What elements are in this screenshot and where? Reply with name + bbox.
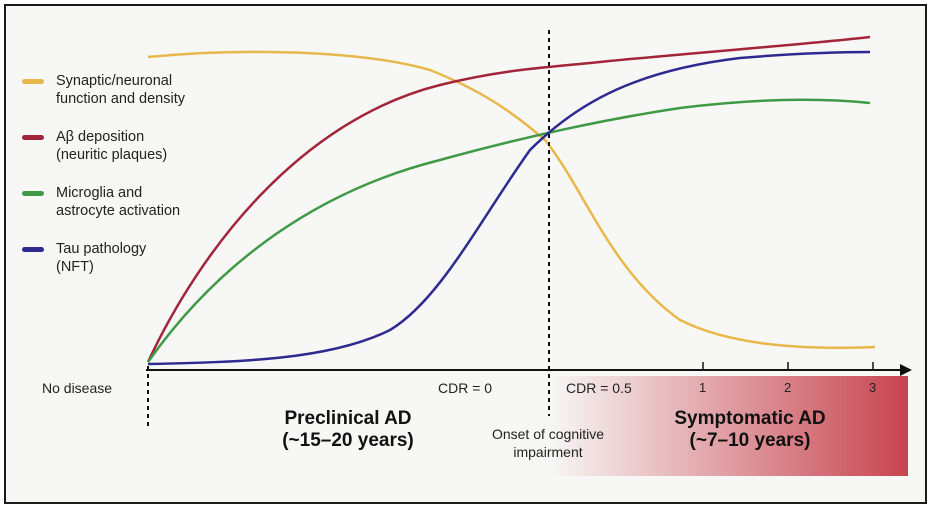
cdr-0-label: CDR = 0: [438, 380, 493, 396]
onset-line1: Onset of cognitive: [491, 426, 605, 442]
tau-curve: [147, 50, 871, 366]
legend-label: astrocyte activation: [56, 203, 181, 219]
synaptic-curve: [147, 50, 876, 349]
tick-label-2: 2: [784, 380, 792, 395]
symptomatic-title: Symptomatic AD: [674, 408, 826, 429]
legend-label: (NFT): [56, 259, 94, 275]
onset-line2: impairment: [513, 444, 583, 460]
preclinical-phase-title: Preclinical AD (~15–20 years): [258, 408, 438, 452]
legend-label: Tau pathology: [56, 241, 147, 257]
cdr-05-label: CDR = 0.5: [566, 380, 632, 396]
tick-label-3: 3: [869, 380, 877, 395]
onset-label: Onset of cognitive impairment: [468, 425, 628, 461]
symptomatic-phase-title: Symptomatic AD (~7–10 years): [660, 408, 840, 452]
orange-line-swatch-icon: [22, 79, 44, 84]
microglia-curve: [146, 98, 871, 363]
blue-line-swatch-icon: [22, 247, 44, 252]
legend-label: Aβ deposition: [56, 129, 145, 145]
preclinical-duration: (~15–20 years): [282, 430, 414, 451]
tick-label-1: 1: [699, 380, 707, 395]
preclinical-title: Preclinical AD: [284, 408, 412, 429]
green-line-swatch-icon: [22, 191, 44, 196]
symptomatic-duration: (~7–10 years): [689, 430, 811, 451]
red-line-swatch-icon: [22, 135, 44, 140]
legend-label: Synaptic/neuronal: [56, 73, 173, 89]
legend-label: Microglia and: [56, 185, 143, 201]
symptomatic-gradient-band: [548, 376, 908, 476]
legend-label: function and density: [56, 91, 185, 107]
amyloid-curve: [146, 35, 871, 363]
legend-label: (neuritic plaques): [56, 147, 168, 163]
no-disease-label: No disease: [42, 380, 113, 396]
axis-arrowhead: [900, 364, 912, 376]
